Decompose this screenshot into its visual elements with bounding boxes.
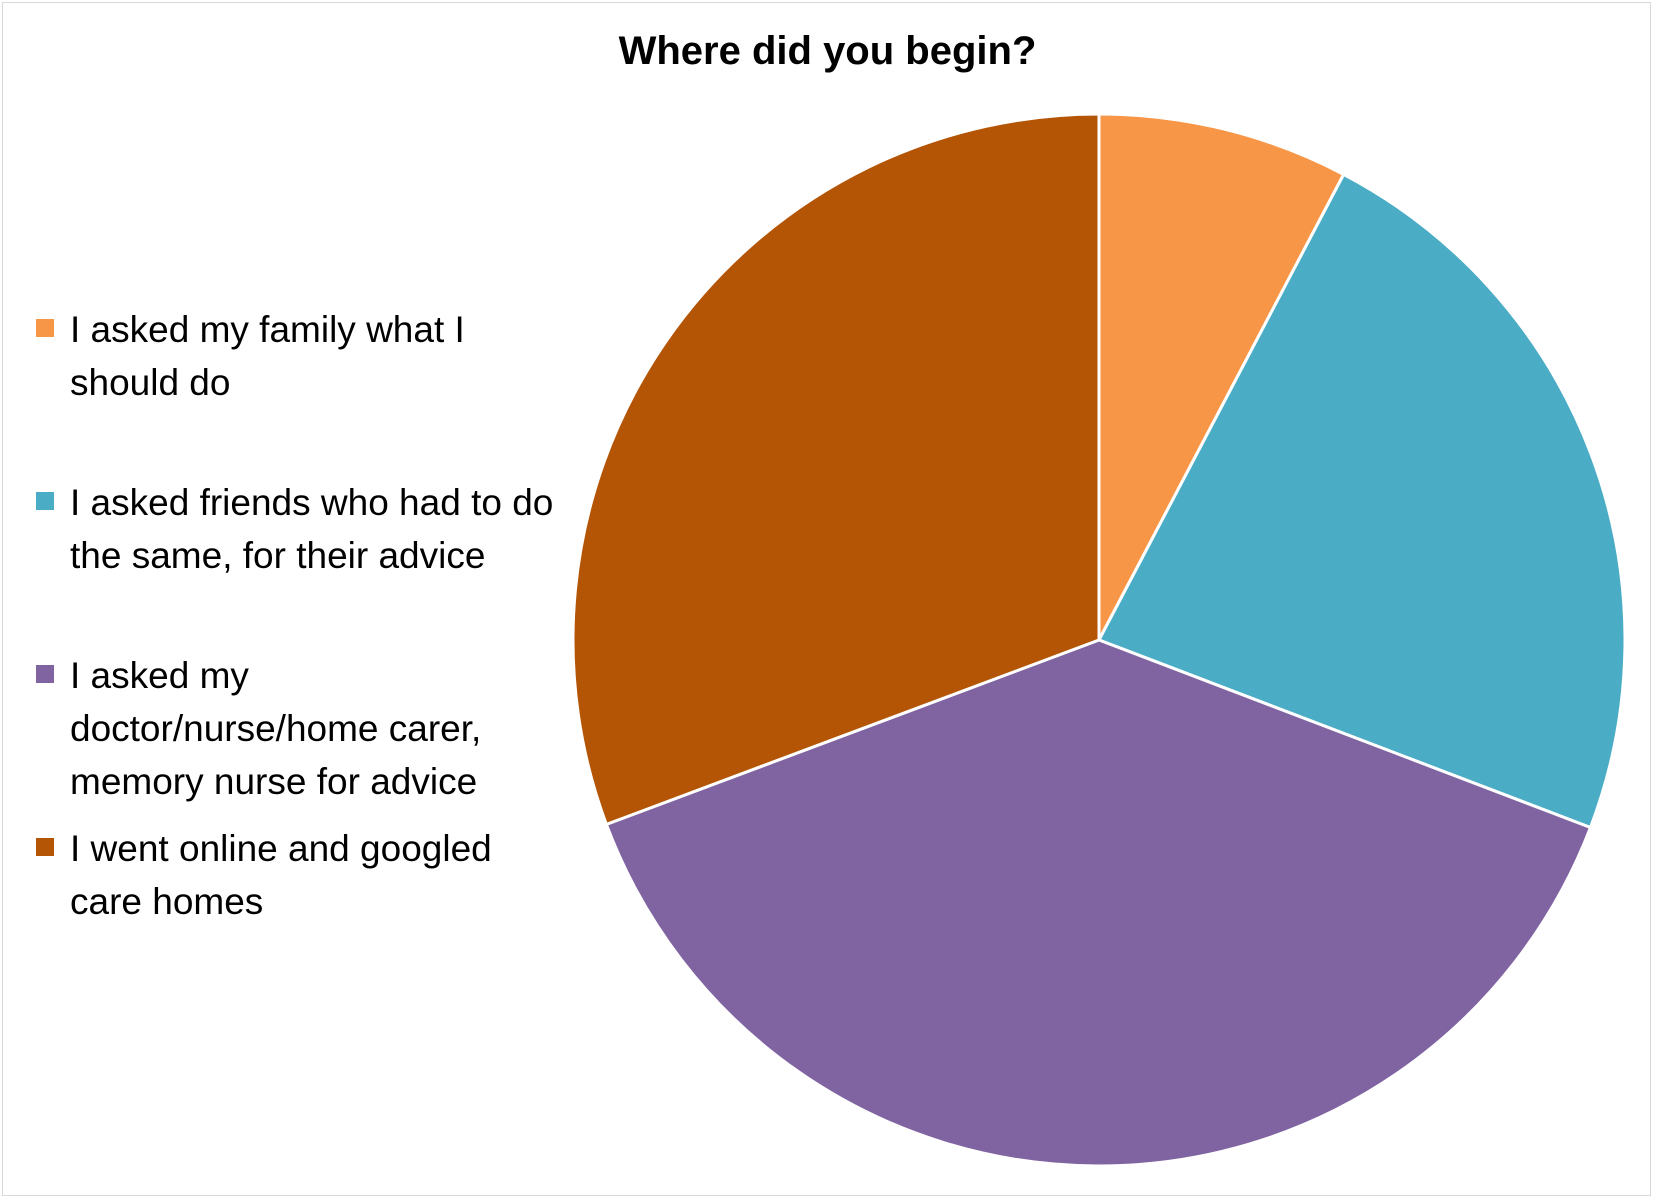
pie-chart [571,112,1627,1168]
legend-swatch-online [36,838,54,856]
pie-slice-doctor [604,638,1592,1168]
pie-slice-family [1097,112,1346,642]
legend-swatch-friends [36,492,54,510]
legend-label-friends: I asked friends who had to do the same, … [70,482,554,576]
legend-label-online: I went online and googled care homes [70,828,492,922]
chart-title: Where did you begin? [618,29,1037,73]
legend-swatch-doctor [36,665,54,683]
legend-swatch-family [36,319,54,337]
pie-slice-online [571,112,1101,826]
legend-label-doctor: I asked my doctor/nurse/home carer, memo… [70,655,482,802]
pie-slice-friends [1097,172,1627,829]
legend-label-family: I asked my family what I should do [70,309,465,403]
